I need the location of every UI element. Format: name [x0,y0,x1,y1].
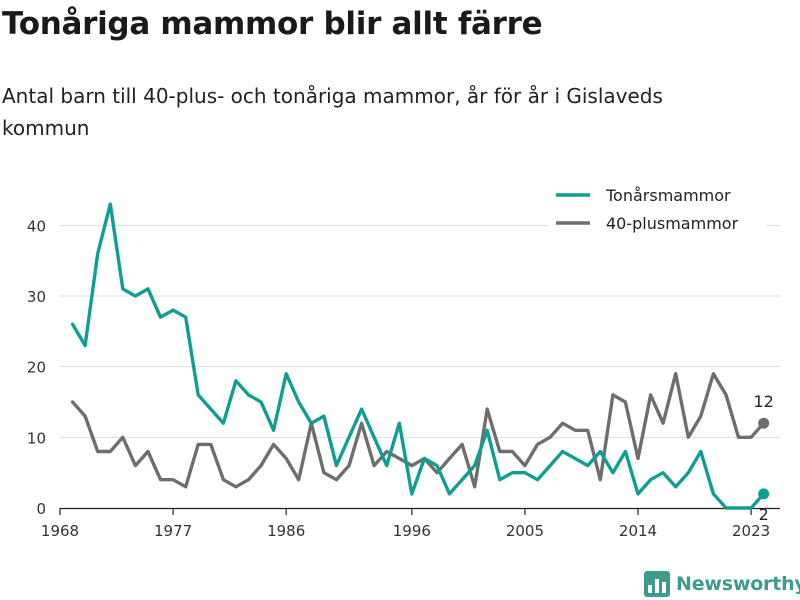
series-lines [70,202,766,510]
y-tick-label: 10 [27,429,46,447]
end-value-label: 12 [753,392,773,411]
y-tick-label: 40 [27,217,46,235]
end-labels: 2 12 [753,392,773,524]
series-line-40-plusmammor [70,372,766,489]
legend: Tonårsmammor 40-plusmammor [548,180,766,236]
legend-label: Tonårsmammor [605,186,731,205]
x-tick-label: 2023 [732,522,770,540]
y-tick-label: 30 [27,288,46,306]
x-tick-label: 2014 [619,522,657,540]
chart-subtitle: Antal barn till 40-plus- och tonåriga ma… [2,84,663,140]
brand-name: Newsworthy [676,573,800,595]
end-point [758,488,770,500]
end-value-label: 2 [759,505,769,524]
x-tick-label: 1986 [267,522,305,540]
y-tick-label: 0 [36,500,46,518]
series-line-ton-rsmammor [70,202,766,510]
legend-background [548,180,766,236]
y-tick-label: 20 [27,359,46,377]
x-tick-label: 1968 [41,522,79,540]
y-tick-labels: 0 10 20 30 40 [27,217,46,518]
chart-title: Tonåriga mammor blir allt färre [2,6,543,42]
x-tick-label: 2005 [506,522,544,540]
grid-lines [60,224,780,438]
legend-label: 40-plusmammor [606,214,739,233]
x-axis: 1968 1977 1986 1996 2005 2014 2023 [41,507,780,540]
newsworthy-logo: Newsworthy [644,570,800,598]
x-tick-label: 1977 [154,522,192,540]
bar-chart-logo-icon [644,571,670,597]
x-tick-label: 1996 [393,522,431,540]
end-point [758,417,770,429]
